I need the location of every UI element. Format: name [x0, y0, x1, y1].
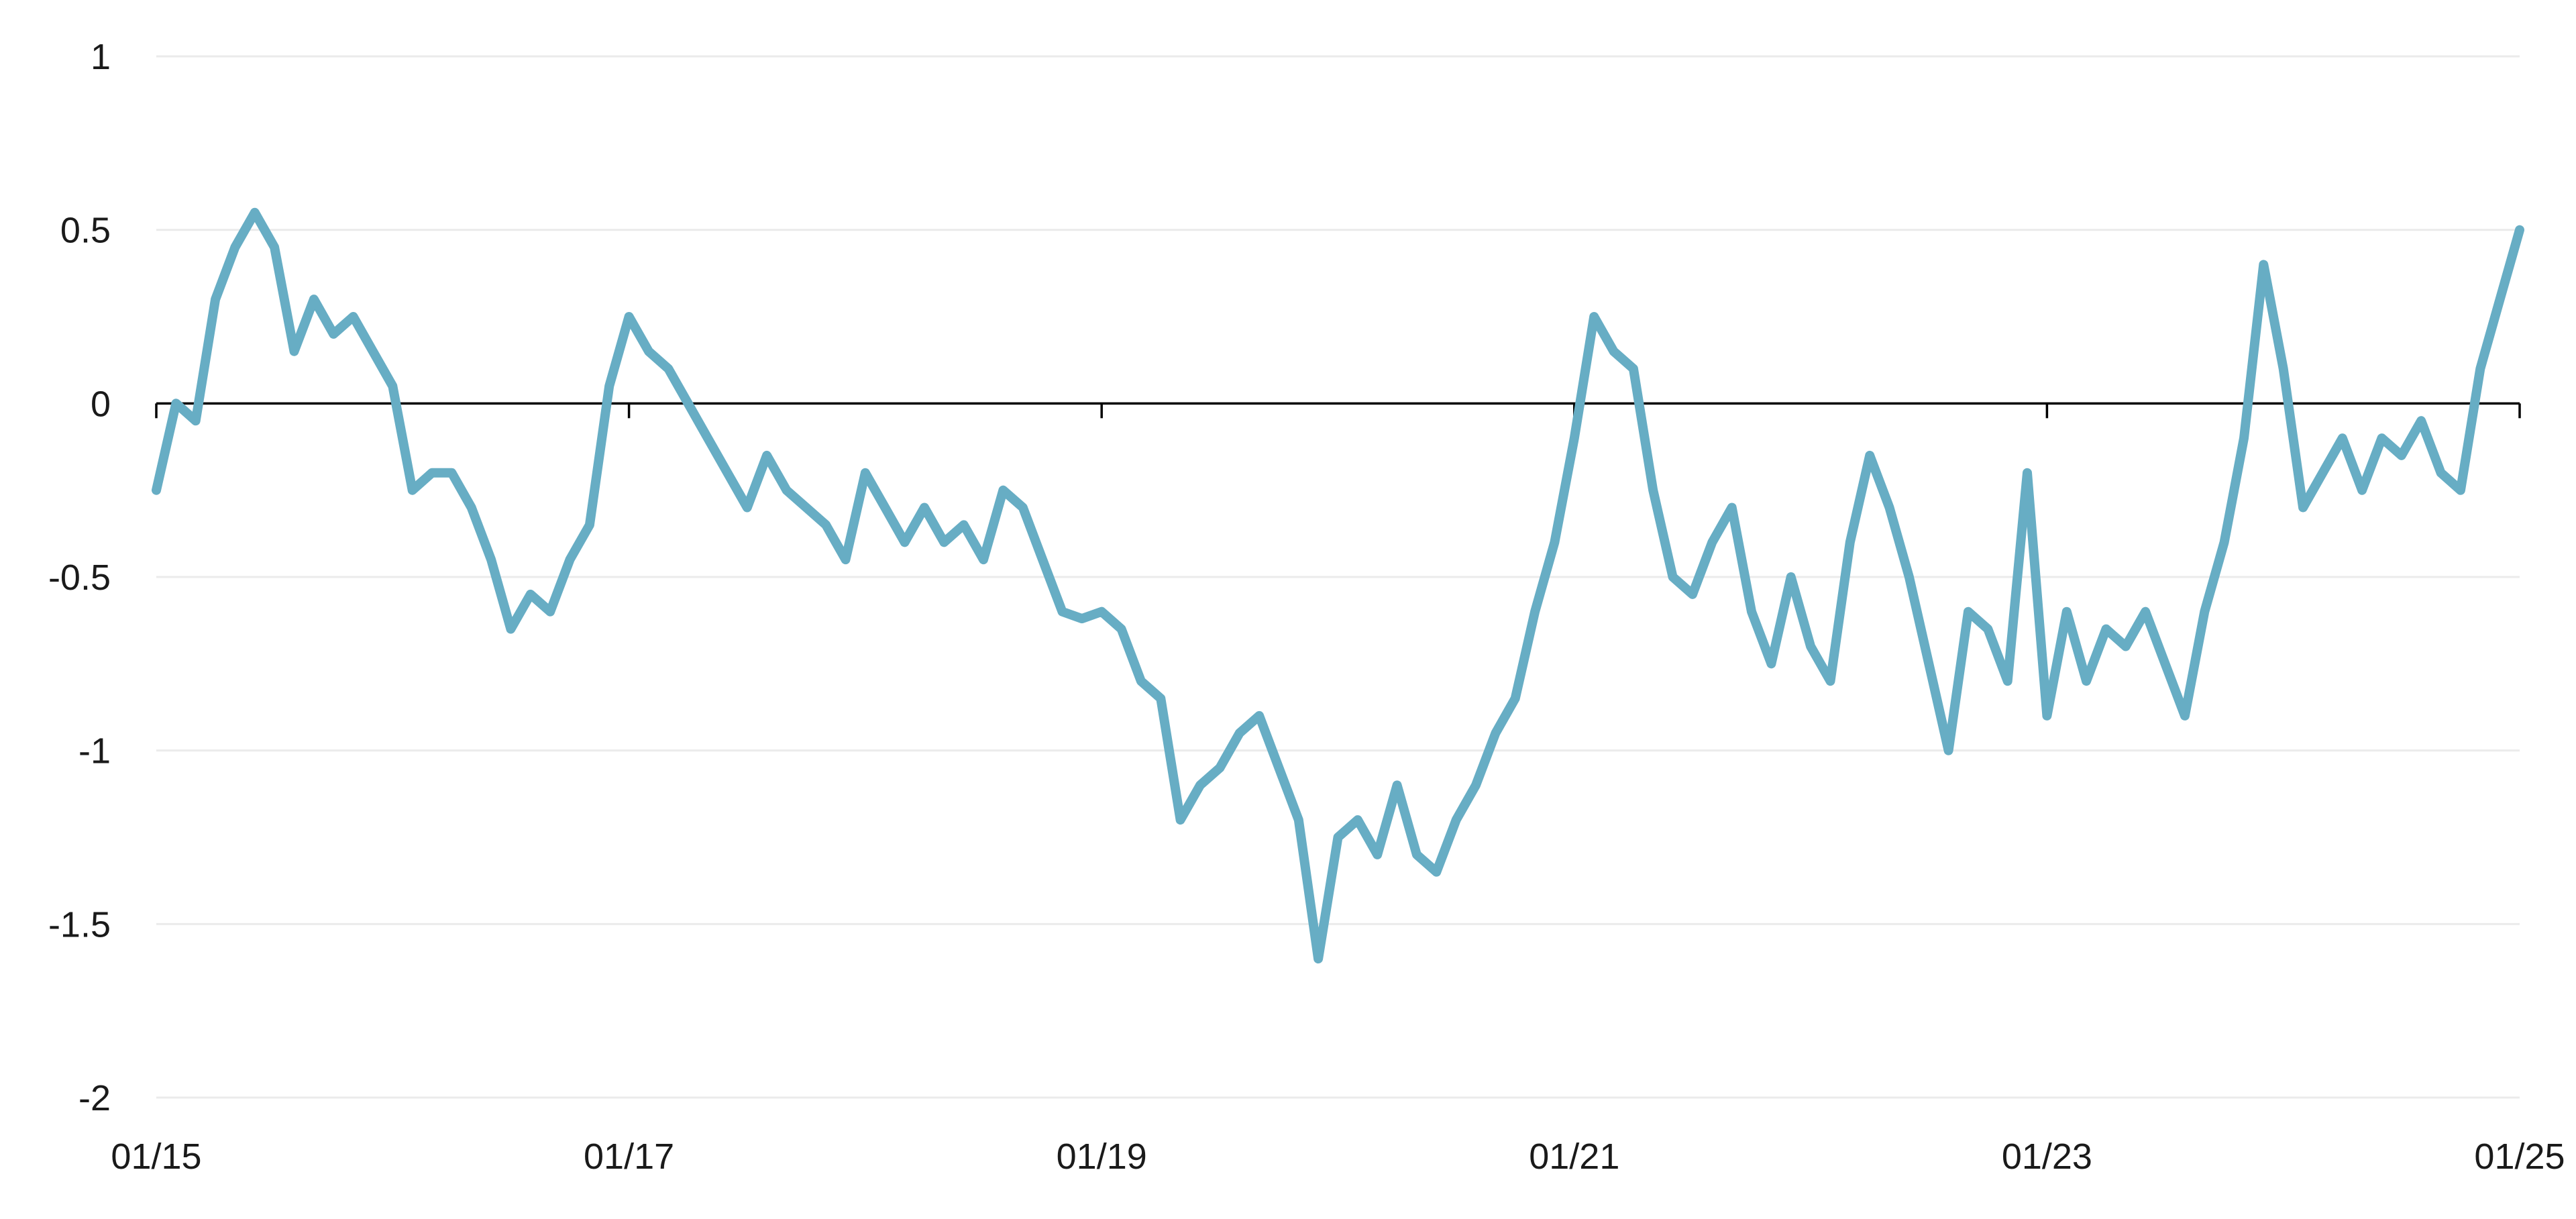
y-tick-label: -1.5 [48, 904, 111, 945]
series-line [152, 207, 2524, 964]
y-tick-label: 1 [91, 37, 111, 77]
x-tick-label: 01/23 [2002, 1136, 2092, 1177]
x-tick-label: 01/17 [584, 1136, 674, 1177]
x-tick-label: 01/21 [1529, 1136, 1619, 1177]
y-tick-label: 0 [91, 384, 111, 424]
x-axis-tick-labels: 01/15 01/17 01/19 01/21 01/23 01/25 [111, 1136, 2565, 1177]
gridlines [156, 55, 2520, 1099]
x-tick-label: 01/25 [2474, 1136, 2565, 1177]
x-tick-label: 01/19 [1057, 1136, 1147, 1177]
series-layer [152, 207, 2524, 964]
x-tick-label: 01/15 [111, 1136, 201, 1177]
y-tick-label: -2 [78, 1078, 111, 1118]
y-tick-label: 0.5 [60, 211, 111, 251]
y-tick-label: -1 [78, 731, 111, 772]
y-tick-label: -0.5 [48, 558, 111, 598]
axes [155, 402, 2521, 419]
y-axis-tick-labels: 1 0.5 0 -0.5 -1 -1.5 -2 [48, 37, 111, 1118]
